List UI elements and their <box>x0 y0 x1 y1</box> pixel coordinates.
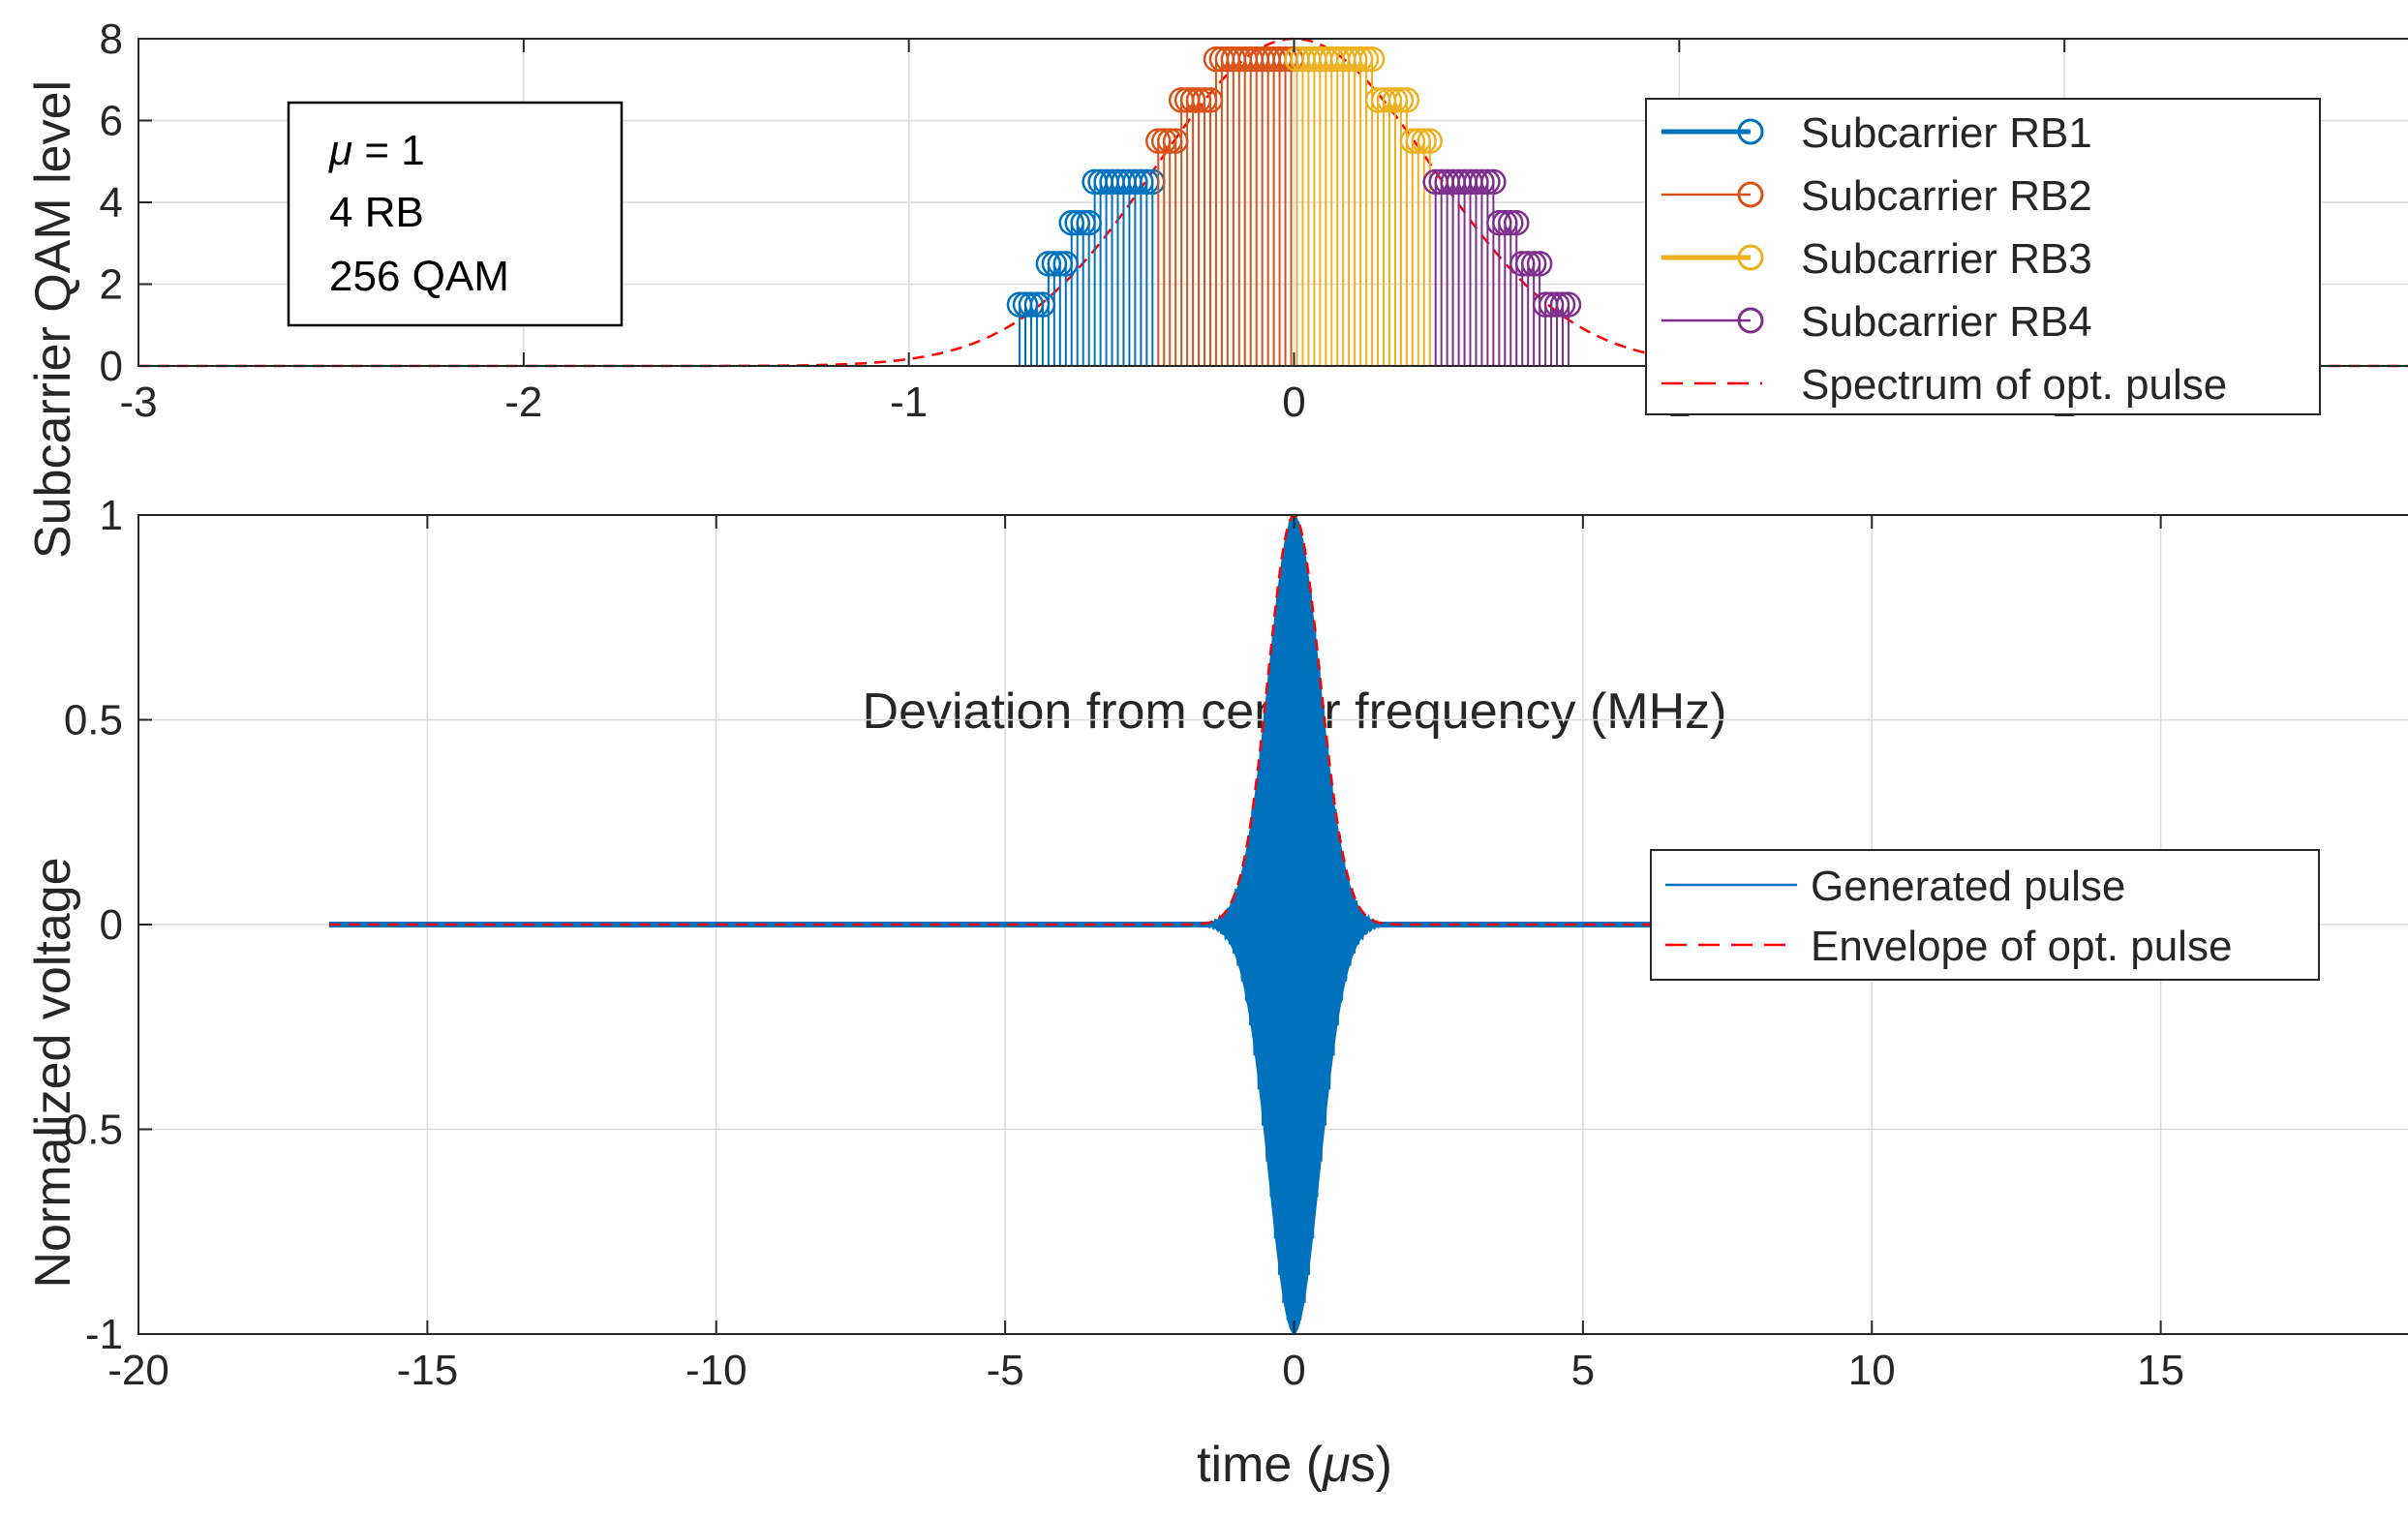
stem-marker-rb3 <box>1417 128 1443 154</box>
stems-rb4 <box>1422 168 1582 366</box>
bottom-x-tick-label: -15 <box>397 1347 459 1394</box>
generated-pulse-fill <box>1149 515 1439 1334</box>
bottom-x-label-suffix: s) <box>1351 1437 1392 1493</box>
bottom-x-tick-label: -10 <box>686 1347 747 1394</box>
bottom-x-tick-label: 10 <box>1848 1347 1896 1394</box>
stem-marker-rb4 <box>1555 291 1582 318</box>
bottom-y-axis-label: Normalized voltage <box>25 857 81 1288</box>
legend-label-rb2: Subcarrier RB2 <box>1801 172 2092 220</box>
annotation-rb: 4 RB <box>329 189 424 236</box>
top-x-tick-label: -1 <box>890 379 928 426</box>
annotation-mu-symbol: μ <box>328 127 352 174</box>
stem-marker-rb4 <box>1503 209 1530 236</box>
stems-rb2 <box>1145 46 1304 366</box>
top-y-tick-label: 0 <box>100 343 123 390</box>
stems-rb1 <box>1006 168 1166 366</box>
stems-rb3 <box>1284 46 1443 366</box>
legend-entry-rb1: Subcarrier RB1 <box>1661 109 2092 157</box>
top-legend-box <box>1645 98 2321 415</box>
top-x-tick-label: -2 <box>504 379 542 426</box>
bottom-x-tick-label: 15 <box>2137 1347 2184 1394</box>
bottom-x-axis-label: time (μs) <box>1197 1437 1392 1493</box>
annotation-mu: μ = 1 <box>328 127 425 174</box>
legend-label-rb1: Subcarrier RB1 <box>1801 109 2092 157</box>
legend-entry-generated-pulse: Generated pulse <box>1665 863 2125 910</box>
stem-marker-rb3 <box>1358 46 1386 73</box>
bottom-x-tick-label: 0 <box>1282 1347 1305 1394</box>
legend-label-spectrum: Spectrum of opt. pulse <box>1801 361 2227 409</box>
bottom-x-label-prefix: time ( <box>1197 1437 1324 1493</box>
annotation-box <box>287 101 624 327</box>
stem-marker-rb3 <box>1387 87 1415 113</box>
bottom-legend-box <box>1650 849 2320 981</box>
top-y-tick-label: 2 <box>100 261 123 309</box>
legend-entry-rb3: Subcarrier RB3 <box>1661 235 2092 283</box>
bottom-x-tick-label: 5 <box>1571 1347 1595 1394</box>
stem-marker-rb4 <box>1520 251 1547 277</box>
legend-label-generated-pulse: Generated pulse <box>1811 863 2125 910</box>
top-x-tick-label: -3 <box>119 379 157 426</box>
annotation-mu-value: = 1 <box>352 127 425 174</box>
top-legend: Subcarrier RB1 Subcarrier RB2 Subcarrier… <box>1645 98 2321 415</box>
top-y-tick-label: 6 <box>100 98 123 145</box>
top-y-tick-label: 4 <box>100 179 123 227</box>
bottom-x-tick-label: -5 <box>987 1347 1024 1394</box>
time-pulse-plot: -20-15-10-505101520-1-0.500.51 time (μs)… <box>25 492 2408 1493</box>
legend-label-envelope: Envelope of opt. pulse <box>1811 923 2232 970</box>
subcarrier-stems <box>138 46 2408 367</box>
top-x-tick-label: 0 <box>1282 379 1305 426</box>
bottom-ticks: -20-15-10-505101520-1-0.500.51 <box>49 492 2184 1394</box>
top-y-tick-label: 8 <box>100 15 123 63</box>
bottom-y-tick-label: 0 <box>100 901 123 949</box>
bottom-x-tick-label: -20 <box>107 1347 169 1394</box>
stem-marker-rb3 <box>1393 87 1420 113</box>
stem-marker-rb4 <box>1498 209 1524 236</box>
legend-label-rb4: Subcarrier RB4 <box>1801 298 2092 346</box>
bottom-y-tick-label: -1 <box>85 1311 123 1358</box>
bottom-y-tick-label: 0.5 <box>64 697 123 744</box>
stem-marker-rb4 <box>1480 168 1507 196</box>
legend-entry-spectrum: Spectrum of opt. pulse <box>1661 361 2227 409</box>
legend-label-rb3: Subcarrier RB3 <box>1801 235 2092 283</box>
bottom-y-tick-label: 1 <box>100 492 123 539</box>
top-y-axis-label: Subcarrier QAM level <box>25 80 81 559</box>
bottom-legend: Generated pulse Envelope of opt. pulse <box>1650 849 2320 981</box>
stem-marker-rb3 <box>1411 128 1438 154</box>
annotation-qam: 256 QAM <box>329 253 509 300</box>
stem-marker-rb4 <box>1549 291 1576 318</box>
subcarrier-spectrum-plot: -3-2-1012302468 Deviation from center fr… <box>25 15 2408 740</box>
bottom-x-label-mu: μ <box>1321 1437 1351 1493</box>
stem-marker-rb4 <box>1526 251 1553 277</box>
parameter-annotation: μ = 1 4 RB 256 QAM <box>287 101 624 327</box>
legend-entry-rb4: Subcarrier RB4 <box>1661 298 2092 346</box>
stem-marker-rb4 <box>1475 168 1501 196</box>
legend-entry-envelope: Envelope of opt. pulse <box>1665 923 2232 970</box>
bottom-y-tick-label: -0.5 <box>49 1107 123 1154</box>
legend-entry-rb2: Subcarrier RB2 <box>1661 172 2092 220</box>
stem-marker-rb3 <box>1353 46 1380 73</box>
